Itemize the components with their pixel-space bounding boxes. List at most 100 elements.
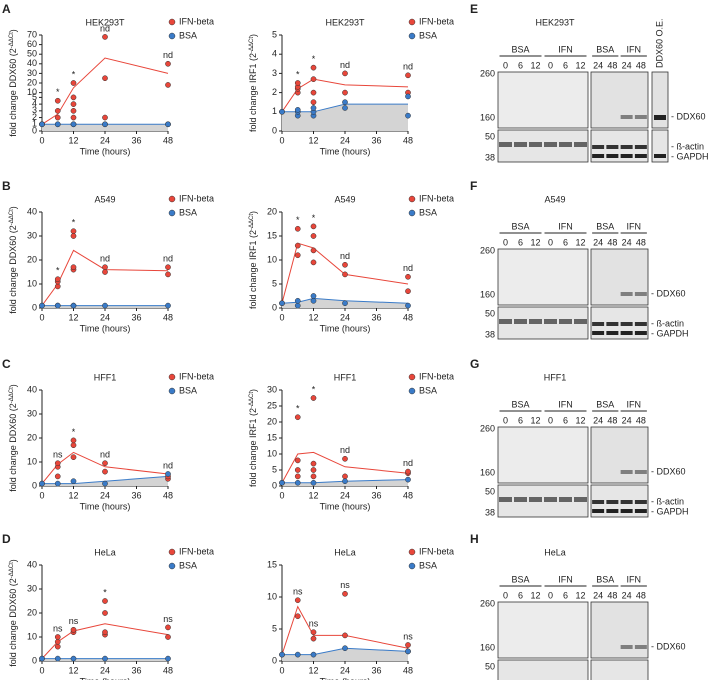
- y-tick-label: 30: [267, 384, 277, 394]
- lane-label: 48: [636, 237, 646, 247]
- band: [514, 142, 527, 147]
- point: [54, 283, 61, 290]
- y-axis-label-part: fold change IRF1 (2: [248, 230, 258, 309]
- lane-label: 24: [622, 590, 632, 600]
- y-tick-label: 1: [32, 119, 37, 129]
- y-axis-label-part: -ΔΔCt: [249, 392, 255, 408]
- lane-label: 6: [518, 415, 523, 425]
- x-axis-label: Time (hours): [320, 676, 371, 680]
- band: [592, 331, 605, 335]
- chart-title: HEK293T: [85, 17, 125, 27]
- legend-label: BSA: [419, 560, 437, 570]
- x-tick-label: 36: [131, 490, 141, 500]
- lane-label: 48: [607, 415, 617, 425]
- point: [70, 114, 77, 121]
- membrane: [497, 129, 589, 163]
- lane-label: 0: [548, 60, 553, 70]
- group-label: BSA: [511, 44, 529, 54]
- x-tick-label: 12: [68, 312, 78, 322]
- lane-label: 12: [575, 415, 585, 425]
- y-tick-label: 5: [272, 623, 277, 633]
- x-tick-label: 12: [68, 490, 78, 500]
- point: [310, 293, 317, 299]
- mw-marker: 50: [485, 486, 495, 496]
- y-tick-label: 50: [27, 49, 37, 59]
- band: [574, 319, 587, 324]
- blot-title: HEK293T: [535, 17, 575, 27]
- point: [165, 271, 171, 278]
- point: [310, 76, 317, 83]
- band-label: - GAPDH: [651, 506, 689, 516]
- lane-label: 6: [563, 415, 568, 425]
- y-axis-label-part: ): [248, 389, 258, 392]
- legend-marker: [408, 373, 416, 381]
- y-tick-label: 0: [32, 480, 37, 490]
- y-axis-label-part: fold change IRF1 (2: [248, 53, 258, 132]
- x-tick-label: 12: [308, 135, 318, 145]
- legend-marker: [408, 18, 416, 26]
- y-axis-label-part: ): [8, 206, 18, 209]
- band: [634, 115, 647, 119]
- significance-label: ns: [69, 616, 79, 626]
- y-axis-label-part: fold change DDX60 (2: [8, 225, 18, 314]
- significance-label: nd: [403, 458, 413, 468]
- y-tick-label: 2: [32, 112, 37, 122]
- y-axis-label: fold change DDX60 (2-ΔΔCt): [8, 384, 18, 492]
- point: [405, 648, 411, 655]
- point: [102, 302, 108, 309]
- point: [310, 479, 317, 486]
- x-tick-label: 36: [371, 135, 381, 145]
- point: [102, 34, 108, 40]
- band: [574, 497, 587, 502]
- y-tick-label: 20: [27, 77, 37, 87]
- x-axis-label: Time (hours): [80, 501, 131, 511]
- x-tick-label: 0: [279, 665, 284, 675]
- y-tick-label: 20: [27, 607, 37, 617]
- y-axis-label-part: fold change DDX60 (2: [8, 48, 18, 137]
- point: [294, 467, 301, 473]
- point: [54, 97, 61, 104]
- lane-label: 48: [607, 237, 617, 247]
- point: [294, 457, 301, 464]
- x-tick-label: 24: [340, 312, 350, 322]
- point: [405, 642, 411, 648]
- group-label: BSA: [511, 574, 529, 584]
- band: [544, 319, 557, 324]
- point: [342, 300, 348, 307]
- point: [54, 121, 61, 128]
- y-tick-label: 15: [267, 559, 277, 569]
- point: [294, 479, 301, 486]
- x-tick-label: 12: [68, 135, 78, 145]
- lane-label: 48: [636, 60, 646, 70]
- y-tick-label: 1: [272, 106, 277, 116]
- legend-label: BSA: [419, 30, 437, 40]
- point: [342, 455, 348, 462]
- x-tick-label: 24: [340, 490, 350, 500]
- y-tick-label: 30: [27, 408, 37, 418]
- point: [405, 476, 411, 483]
- legend-marker: [408, 387, 416, 395]
- point: [102, 121, 108, 128]
- y-tick-label: 40: [27, 384, 37, 394]
- y-tick-label: 0: [272, 125, 277, 135]
- line: [41, 249, 169, 306]
- group-label: IFN: [558, 399, 573, 409]
- band: [592, 154, 605, 158]
- band: [606, 509, 619, 513]
- point: [405, 72, 411, 79]
- point: [54, 114, 61, 121]
- point: [165, 634, 171, 640]
- line: [281, 451, 409, 484]
- band: [606, 331, 619, 335]
- y-tick-label: 25: [267, 400, 277, 410]
- y-tick-label: 10: [267, 448, 277, 458]
- point: [310, 635, 317, 642]
- band-label: - GAPDH: [671, 151, 708, 161]
- point: [310, 99, 317, 106]
- point: [54, 276, 61, 283]
- legend-marker: [408, 32, 416, 40]
- group-label: BSA: [511, 221, 529, 231]
- y-tick-label: 20: [27, 254, 37, 264]
- band: [574, 142, 587, 147]
- mw-marker: 160: [480, 112, 495, 122]
